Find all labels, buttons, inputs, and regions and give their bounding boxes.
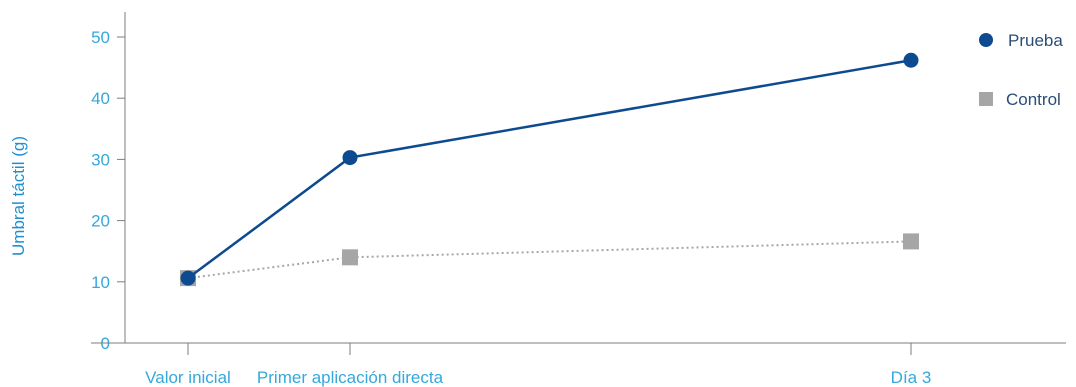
x-tick-label: Valor inicial (145, 368, 231, 387)
y-tick-label: 40 (91, 89, 110, 108)
x-tick-label: Día 3 (891, 368, 932, 387)
series-control-point (342, 249, 358, 266)
series-control (180, 233, 919, 287)
series-prueba (180, 52, 919, 286)
legend: Prueba Control (979, 31, 1063, 109)
x-ticks: Valor inicial Primer aplicación directa Dí… (145, 343, 931, 387)
series-prueba-point (342, 150, 358, 166)
legend-prueba-label: Prueba (1008, 31, 1063, 50)
series-control-line (187, 240, 912, 280)
legend-item-prueba: Prueba (979, 31, 1063, 50)
series-prueba-point (180, 270, 196, 286)
legend-control-label: Control (1006, 90, 1061, 109)
legend-prueba-marker (979, 33, 993, 47)
legend-item-control: Control (979, 90, 1061, 109)
series-control-point (903, 233, 919, 250)
y-tick-label: 50 (91, 28, 110, 47)
y-tick-label: 10 (91, 273, 110, 292)
series-layer (180, 52, 919, 287)
legend-control-marker (979, 92, 993, 106)
series-prueba-point (903, 52, 919, 68)
y-tick-label: 20 (91, 212, 110, 231)
x-axis: Valor inicial Primer aplicación directa Dí… (91, 342, 1066, 387)
y-axis-label: Umbral táctil (g) (9, 136, 28, 256)
x-tick-label: Primer aplicación directa (257, 368, 444, 387)
y-tick-label: 30 (91, 150, 110, 169)
